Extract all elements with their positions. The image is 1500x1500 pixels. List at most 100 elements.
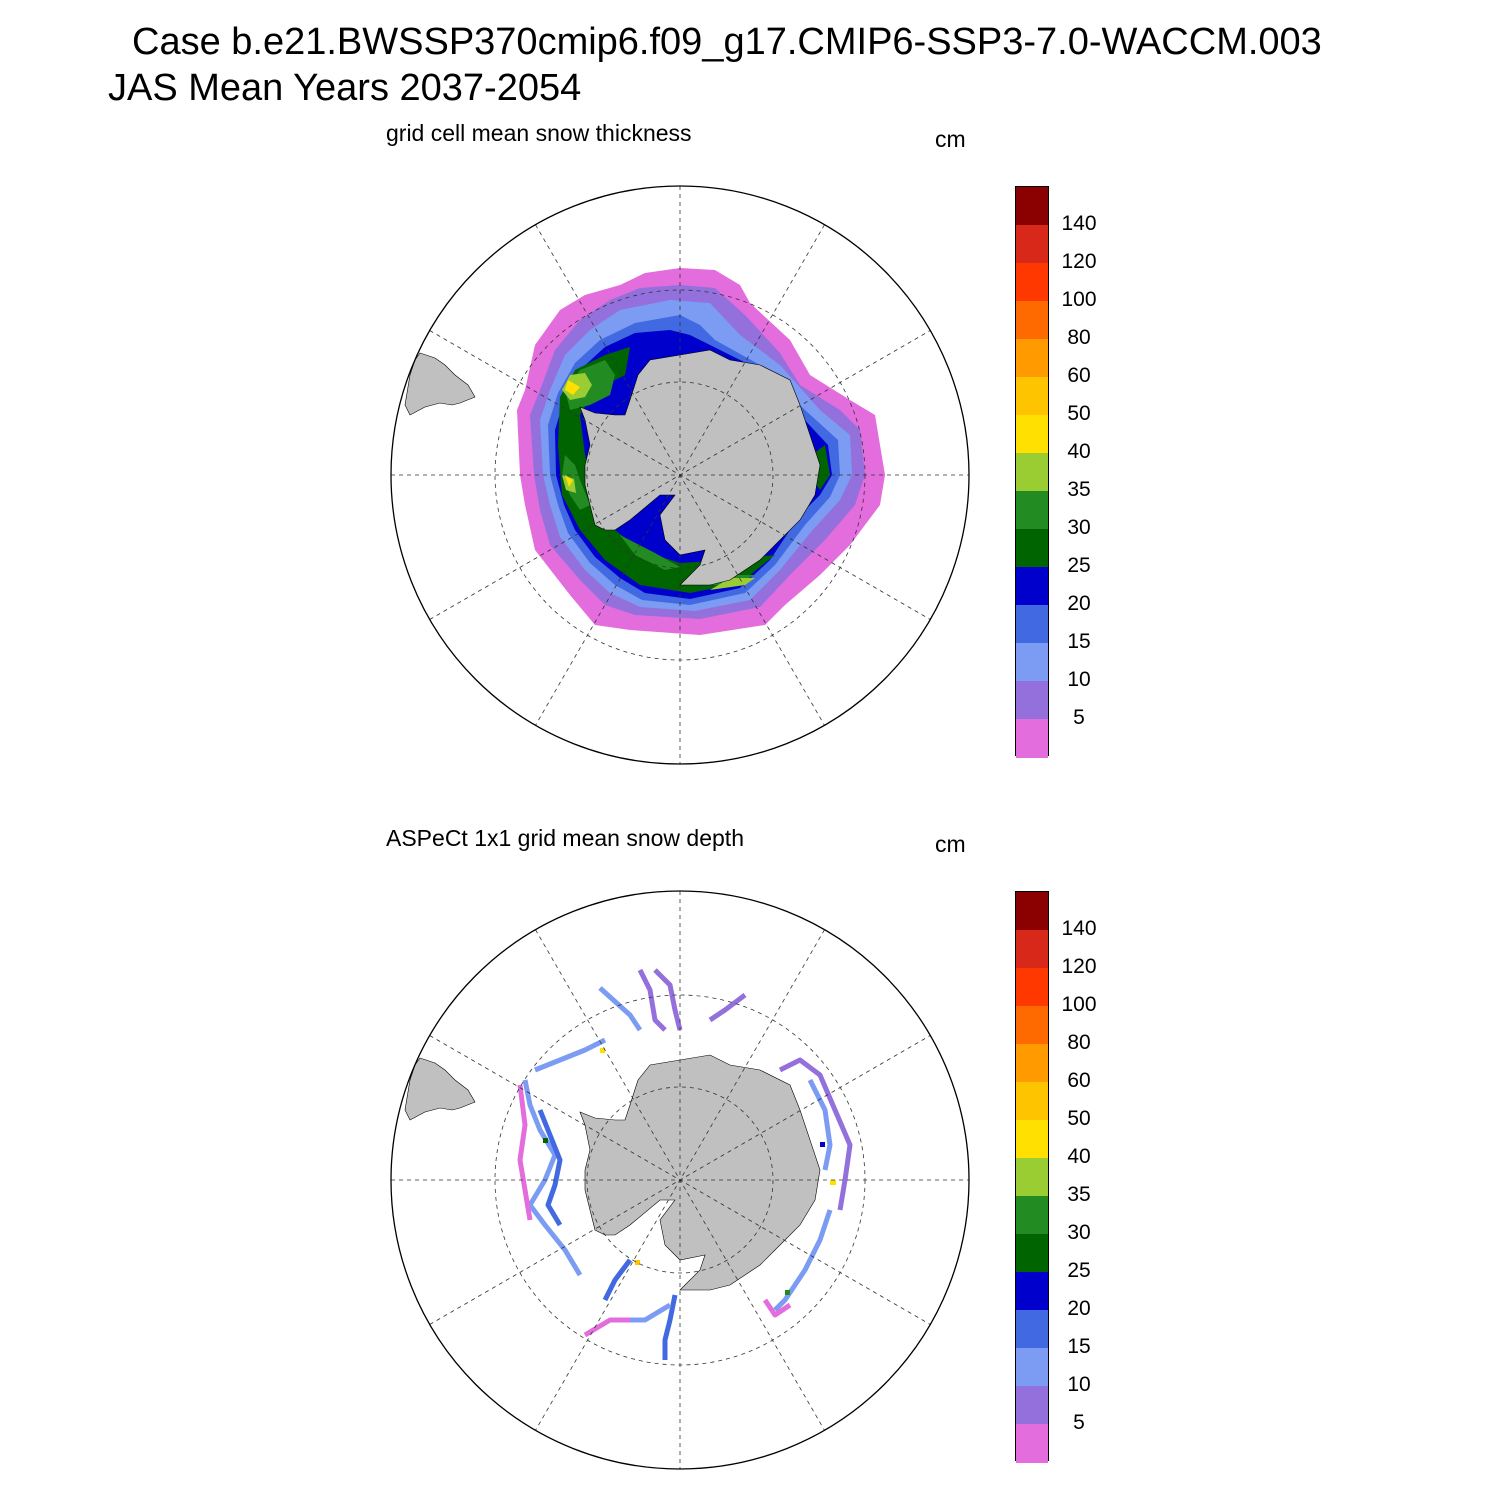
- track-south-atlantic: [598, 986, 643, 1032]
- panel-2-polar-map: [390, 890, 970, 1470]
- field-band-50: [565, 380, 580, 487]
- colorbar-tick-label: 100: [1061, 288, 1097, 311]
- antarctica-landmass: [579, 1054, 821, 1291]
- colorbar-panel-2: 5 10 15 20 25 30 35 40 50 60 80 100 120 140: [1015, 891, 1115, 1471]
- track-weddell-north: [534, 1037, 607, 1073]
- panel-2-title: ASPeCt 1x1 grid mean snow depth: [386, 825, 744, 851]
- south-america-landmass: [404, 1057, 476, 1121]
- colorbar-swatch: [1016, 1272, 1048, 1311]
- colorbar-swatch: [1016, 643, 1048, 682]
- track-indian-east-2: [807, 1078, 833, 1171]
- high-snow-depth-points: [543, 1048, 836, 1295]
- antarctica-landmass: [579, 349, 821, 586]
- colorbar-tick-label: 15: [1067, 630, 1091, 653]
- colorbar-tick-label: 60: [1067, 364, 1091, 387]
- colorbar-tick-label: 60: [1067, 1069, 1091, 1092]
- colorbar-swatch: [1016, 892, 1048, 931]
- track-amundsen-2: [602, 1258, 632, 1302]
- colorbar-swatch: [1016, 605, 1048, 644]
- colorbar-tick-label: 40: [1067, 1145, 1091, 1168]
- colorbar-swatch: [1016, 453, 1048, 492]
- colorbar-swatch: [1016, 1310, 1048, 1349]
- colorbar-panel-1: 5 10 15 20 25 30 35 40 50 60 80 100 120 140: [1015, 186, 1115, 766]
- colorbar-swatch: [1016, 567, 1048, 606]
- panel-2-units: cm: [935, 831, 966, 857]
- graticule: [391, 186, 969, 764]
- colorbar-tick-label: 30: [1067, 1221, 1091, 1244]
- colorbar-swatch: [1016, 1082, 1048, 1121]
- track-bellingshausen-2: [583, 1317, 630, 1338]
- panel-1-title: grid cell mean snow thickness: [386, 120, 692, 146]
- colorbar-swatch: [1016, 1386, 1048, 1425]
- track-indian-east: [778, 1057, 853, 1211]
- colorbar-swatch: [1016, 225, 1048, 264]
- panel-1-units: cm: [935, 126, 966, 152]
- colorbar-swatch: [1016, 1044, 1048, 1083]
- colorbar-swatch: [1016, 339, 1048, 378]
- colorbar-swatch: [1016, 377, 1048, 416]
- colorbar-tick-label: 140: [1061, 917, 1097, 940]
- track-amundsen: [662, 1294, 678, 1360]
- map-boundary: [390, 890, 970, 1470]
- colorbar-tick-label: 100: [1061, 993, 1097, 1016]
- point-high: [543, 1138, 548, 1143]
- colorbar-tick-label: 15: [1067, 1335, 1091, 1358]
- colorbar-swatches: [1015, 891, 1049, 1463]
- panel-1-polar-map: [390, 185, 970, 765]
- figure-title-period: JAS Mean Years 2037-2054: [108, 67, 582, 109]
- colorbar-swatches: [1015, 186, 1049, 758]
- track-pacific-east: [773, 1209, 833, 1312]
- map-boundary: [390, 185, 970, 765]
- colorbar-swatch: [1016, 968, 1048, 1007]
- track-south-atlantic-2: [637, 968, 667, 1032]
- field-band-40: [562, 373, 755, 590]
- colorbar-tick-label: 40: [1067, 440, 1091, 463]
- colorbar-swatch: [1016, 1424, 1048, 1463]
- point-high: [785, 1290, 790, 1295]
- south-america-landmass: [404, 352, 476, 416]
- graticule: [391, 891, 969, 1469]
- point-high: [600, 1048, 605, 1053]
- track-ross-sea: [762, 1298, 792, 1318]
- colorbar-tick-label: 120: [1061, 250, 1097, 273]
- colorbar-tick-label: 25: [1067, 554, 1091, 577]
- colorbar-swatch: [1016, 263, 1048, 302]
- colorbar-tick-label: 35: [1067, 478, 1091, 501]
- colorbar-swatch: [1016, 301, 1048, 340]
- colorbar-tick-label: 10: [1067, 1373, 1091, 1396]
- point-high: [820, 1142, 825, 1147]
- track-drake-passage-2: [537, 1109, 563, 1227]
- colorbar-swatch: [1016, 1006, 1048, 1045]
- colorbar-swatch: [1016, 491, 1048, 530]
- colorbar-tick-label: 80: [1067, 326, 1091, 349]
- colorbar-tick-label: 35: [1067, 1183, 1091, 1206]
- colorbar-swatch: [1016, 1348, 1048, 1387]
- colorbar-swatch: [1016, 1234, 1048, 1273]
- track-weddell-west: [517, 1084, 533, 1221]
- colorbar-swatch: [1016, 719, 1048, 758]
- colorbar-tick-label: 50: [1067, 402, 1091, 425]
- track-drake-passage: [522, 1079, 583, 1277]
- colorbar-tick-label: 25: [1067, 1259, 1091, 1282]
- colorbar-swatch: [1016, 1120, 1048, 1159]
- point-high: [635, 1260, 640, 1265]
- track-indian-west: [708, 993, 747, 1023]
- ship-observation-tracks: [517, 968, 853, 1360]
- figure-title-case: Case b.e21.BWSSP370cmip6.f09_g17.CMIP6-S…: [132, 21, 1322, 63]
- colorbar-tick-label: 50: [1067, 1107, 1091, 1130]
- colorbar-tick-label: 20: [1067, 592, 1091, 615]
- colorbar-tick-label: 5: [1073, 1411, 1085, 1434]
- colorbar-tick-label: 80: [1067, 1031, 1091, 1054]
- colorbar-swatch: [1016, 930, 1048, 969]
- colorbar-swatch: [1016, 415, 1048, 454]
- colorbar-tick-label: 30: [1067, 516, 1091, 539]
- point-high: [830, 1180, 836, 1185]
- colorbar-swatch: [1016, 187, 1048, 226]
- colorbar-tick-label: 10: [1067, 668, 1091, 691]
- track-greenwich: [653, 968, 683, 1031]
- colorbar-swatch: [1016, 1158, 1048, 1197]
- colorbar-swatch: [1016, 681, 1048, 720]
- colorbar-tick-label: 120: [1061, 955, 1097, 978]
- colorbar-tick-label: 20: [1067, 1297, 1091, 1320]
- colorbar-swatch: [1016, 1196, 1048, 1235]
